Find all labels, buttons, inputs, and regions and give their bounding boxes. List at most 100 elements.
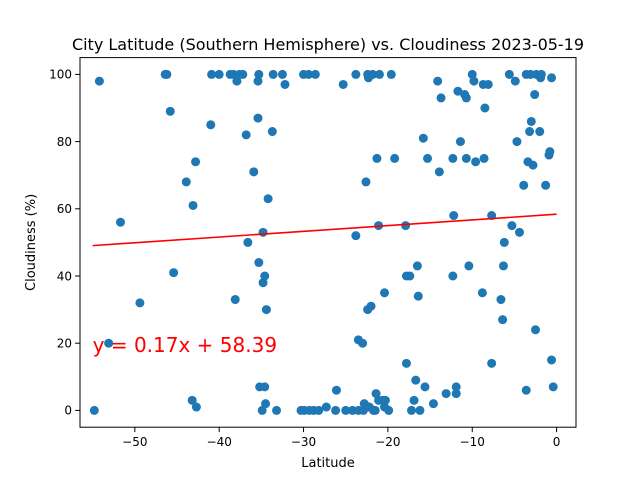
x-tick-label: −10 [460,435,485,449]
scatter-point [254,69,264,79]
scatter-point [104,338,114,348]
scatter-point [261,305,271,315]
scatter-point [253,113,263,123]
scatter-point [528,160,538,170]
scatter-point [380,288,390,298]
plot-frame [79,57,577,428]
scatter-point [207,69,217,79]
scatter-point [510,76,520,86]
scatter-point [165,106,175,116]
scatter-point [461,93,471,103]
x-axis-label: Latitude [301,456,355,471]
scatter-point [519,180,529,190]
scatter-point [405,271,415,281]
y-tick-label: 60 [57,202,72,216]
scatter-point [412,261,422,271]
scatter-point [115,217,125,227]
scatter-point [401,358,411,368]
scatter-points [89,69,558,415]
scatter-point [310,69,320,79]
scatter-point [521,385,531,395]
y-tick-label: 20 [57,337,72,351]
scatter-point [370,405,380,415]
scatter-point [415,405,425,415]
scatter-point [206,120,216,130]
scatter-point [384,405,394,415]
y-axis-ticks: 0 20 40 60 80 100 [49,68,80,418]
scatter-point [331,405,341,415]
scatter-point [268,69,278,79]
scatter-point [230,295,240,305]
scatter-point [390,153,400,163]
scatter-point [499,237,509,247]
scatter-point [94,76,104,86]
scatter-point [428,399,438,409]
scatter-point [507,221,517,231]
scatter-point [451,389,461,399]
scatter-point [272,405,282,415]
scatter-point [361,177,371,187]
scatter-point [253,76,263,86]
scatter-point [512,137,522,147]
scatter-point [280,79,290,89]
scatter-point [89,405,99,415]
scatter-point [453,86,463,96]
scatter-point [433,76,443,86]
scatter-point [258,278,268,288]
x-tick-label: −40 [207,435,232,449]
x-tick-label: 0 [553,435,561,449]
scatter-point [338,79,348,89]
y-tick-label: 0 [64,404,72,418]
scatter-point [411,375,421,385]
scatter-point [441,389,451,399]
scatter-point [380,395,390,405]
scatter-point [436,93,446,103]
scatter-point [304,69,314,79]
scatter-point [409,395,419,405]
scatter-point [191,157,201,167]
scatter-point [545,147,555,157]
scatter-point [498,261,508,271]
chart-title: City Latitude (Southern Hemisphere) vs. … [72,35,584,54]
scatter-point [464,261,474,271]
scatter-point [471,157,481,167]
scatter-point [420,382,430,392]
x-tick-label: −30 [291,435,316,449]
scatter-point [535,127,545,137]
scatter-point [321,402,331,412]
regression-layer [92,213,557,247]
y-tick-label: 100 [49,68,72,82]
scatter-point [263,194,273,204]
scatter-point [483,79,493,89]
scatter-point [479,153,489,163]
scatter-point [181,177,191,187]
scatter-point [536,69,546,79]
scatter-point [434,167,444,177]
scatter-point [261,399,271,409]
scatter-point [531,325,541,335]
scatter-point [254,258,264,268]
scatter-point [418,133,428,143]
scatter-point [451,382,461,392]
y-tick-label: 40 [57,269,72,283]
scatter-point [374,69,384,79]
scatter-point [241,130,251,140]
scatter-point [423,153,433,163]
scatter-point [461,153,471,163]
scatter-point [496,295,506,305]
x-tick-label: −50 [122,435,147,449]
scatter-point [267,127,277,137]
scatter-point [407,405,417,415]
scatter-point [498,315,508,325]
scatter-point [401,221,411,231]
scatter-point [351,69,361,79]
scatter-point [504,69,514,79]
y-tick-label: 80 [57,135,72,149]
scatter-point [331,385,341,395]
scatter-point [449,211,459,221]
scatter-point [260,382,270,392]
scatter-point [548,382,558,392]
scatter-point [372,153,382,163]
